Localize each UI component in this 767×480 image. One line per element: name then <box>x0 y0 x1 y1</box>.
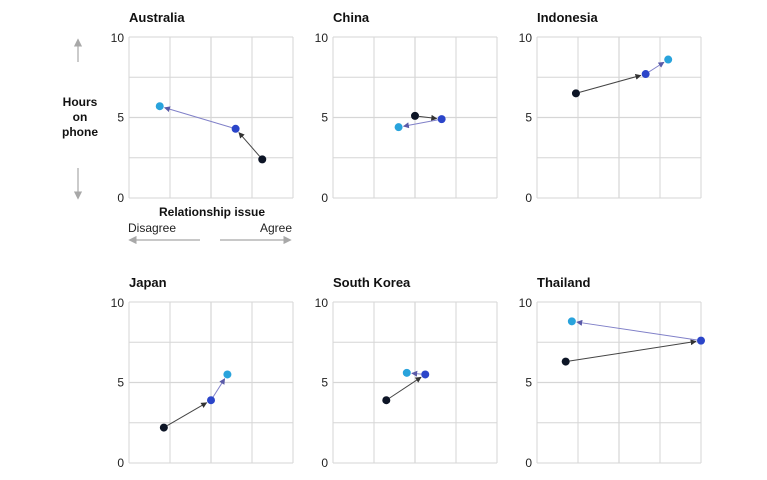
panel-title: Indonesia <box>537 10 598 25</box>
x-axis-end-low: Disagree <box>128 221 176 235</box>
y-tick-label: 5 <box>117 111 124 125</box>
arrow-segment-2 <box>402 119 438 129</box>
data-point-3 <box>394 123 403 132</box>
arrow-segment-1 <box>579 73 642 93</box>
arrow-segment-1 <box>389 376 422 399</box>
panel-thailand: Thailand 10 5 0 <box>519 275 705 470</box>
data-point-2 <box>641 70 650 79</box>
data-point-2 <box>231 124 240 133</box>
panel-indonesia: Indonesia 10 5 0 <box>519 10 702 205</box>
y-axis-annotation: Hours on phone <box>62 38 98 200</box>
y-tick-label: 5 <box>117 376 124 390</box>
arrow-segment-2 <box>411 370 422 377</box>
panel-japan: Japan 10 5 0 <box>111 275 294 470</box>
panel-title: Thailand <box>537 275 591 290</box>
y-tick-label: 10 <box>519 31 533 45</box>
data-point-3 <box>664 55 673 64</box>
y-tick-label: 5 <box>321 376 328 390</box>
y-tick-label: 0 <box>117 191 124 205</box>
y-tick-label: 10 <box>519 296 533 310</box>
data-point-1 <box>258 155 267 164</box>
data-point-3 <box>402 368 411 377</box>
panel-title: South Korea <box>333 275 411 290</box>
y-axis-label-line-1: Hours <box>63 95 98 109</box>
y-tick-label: 10 <box>111 296 125 310</box>
y-tick-label: 5 <box>525 376 532 390</box>
y-tick-label: 5 <box>525 111 532 125</box>
data-point-2 <box>697 336 705 345</box>
data-point-3 <box>567 317 576 326</box>
data-point-2 <box>207 396 215 405</box>
arrow-segment-2 <box>648 61 665 73</box>
y-tick-label: 0 <box>117 456 124 470</box>
x-axis-label: Relationship issue <box>159 205 265 219</box>
data-point-1 <box>571 89 580 98</box>
data-point-1 <box>561 357 570 366</box>
x-axis-annotation: Relationship issue Disagree Agree <box>128 205 292 245</box>
y-tick-label: 10 <box>111 31 125 45</box>
arrow-segment-2 <box>163 106 232 129</box>
panels-group: Australia1050China1050Indonesia1050Japan… <box>111 10 705 470</box>
y-tick-label: 5 <box>321 111 328 125</box>
arrow-segment-1 <box>238 132 260 157</box>
data-point-1 <box>411 111 419 120</box>
data-point-3 <box>155 102 164 111</box>
y-axis-label-line-2: on <box>73 110 88 124</box>
panel-china: China 10 5 0 <box>315 10 498 205</box>
y-tick-label: 0 <box>321 191 328 205</box>
y-tick-label: 10 <box>315 31 329 45</box>
data-point-2 <box>437 115 446 124</box>
panel-south-korea: South Korea 10 5 0 <box>315 275 498 470</box>
arrow-segment-2 <box>576 319 698 341</box>
y-axis-label-line-3: phone <box>62 125 98 139</box>
data-point-2 <box>421 370 430 379</box>
panel-title: Japan <box>129 275 167 290</box>
data-point-3 <box>223 370 232 379</box>
x-axis-end-high: Agree <box>260 221 292 235</box>
y-tick-label: 0 <box>321 456 328 470</box>
panel-title: Australia <box>129 10 185 25</box>
panel-australia: Australia 10 5 0 <box>111 10 294 205</box>
panel-title: China <box>333 10 370 25</box>
data-point-1 <box>159 423 168 432</box>
data-point-1 <box>382 396 391 405</box>
arrow-segment-1 <box>167 402 208 427</box>
arrow-segment-1 <box>418 114 438 121</box>
y-tick-label: 10 <box>315 296 329 310</box>
y-tick-label: 0 <box>525 191 532 205</box>
arrow-segment-1 <box>569 339 697 362</box>
arrow-segment-2 <box>212 378 226 398</box>
y-tick-label: 0 <box>525 456 532 470</box>
